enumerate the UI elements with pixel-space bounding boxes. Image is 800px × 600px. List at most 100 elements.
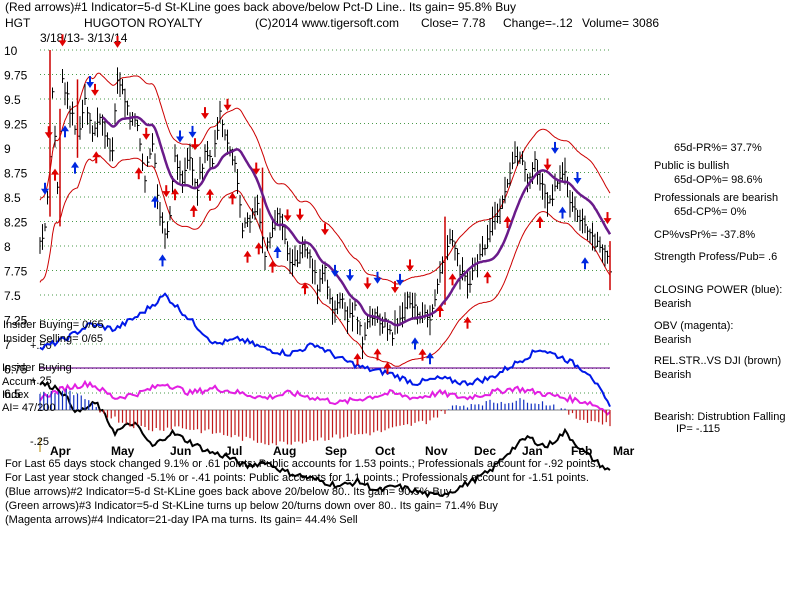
y-tick-label: 9.5: [4, 93, 21, 107]
blue-down-arrow-head: [41, 188, 49, 195]
blue-down-arrow-head: [188, 131, 197, 138]
red-down-arrow-head: [201, 113, 209, 120]
y-tick-label: 8: [4, 240, 11, 254]
pr-percent: 65d-PR%= 37.7%: [674, 142, 762, 154]
red-up-arrow-head: [483, 271, 492, 278]
ma-line: [101, 115, 612, 327]
distribution-status: Bearish: Distrubtion Falling: [654, 411, 786, 423]
price-bars: [39, 50, 612, 360]
relative-strength-line: [39, 380, 611, 499]
red-up-arrow-head: [436, 305, 444, 312]
ip-value: IP= -.115: [676, 423, 721, 435]
obv-line: [39, 379, 611, 416]
blue-down-arrow-head: [573, 178, 582, 185]
obv-path: [39, 379, 611, 416]
red-down-arrow-head: [296, 214, 304, 221]
accum-label: Accum: [2, 376, 36, 388]
x-tick-label: May: [111, 444, 135, 458]
red-up-arrow-head: [373, 348, 382, 355]
x-tick-label: Jul: [225, 444, 242, 458]
closing-power-label: CLOSING POWER (blue):: [654, 284, 783, 296]
red-down-arrow-head: [391, 287, 399, 294]
signal-arrows: [41, 34, 612, 374]
red-up-arrow-head: [463, 316, 472, 323]
cp-vs-pr: CP%vsPr%= -37.8%: [654, 229, 756, 241]
blue-down-arrow-head: [551, 147, 559, 154]
red-up-arrow-head: [254, 242, 263, 249]
blue-up-arrow-head: [426, 352, 434, 359]
red-up-arrow-head: [228, 192, 237, 199]
footer-green-arrows: (Green arrows)#3 Indicator=5-d St-KLine …: [5, 500, 498, 512]
red-up-arrow-head: [383, 361, 392, 368]
upper-band: [39, 72, 611, 285]
blue-down-arrow-head: [86, 82, 94, 89]
blue-down-arrow-head: [396, 279, 404, 286]
red-up-arrow-head: [268, 260, 277, 267]
y-tick-label: 8.5: [4, 191, 21, 205]
accumulation-index-bars: [39, 388, 611, 446]
red-up-arrow-head: [92, 151, 101, 158]
red-up-arrow-head: [51, 168, 59, 175]
blue-up-arrow-head: [61, 125, 69, 132]
x-tick-label: Dec: [474, 444, 496, 458]
red-down-arrow-head: [91, 89, 99, 96]
y-tick-label: 10: [4, 44, 18, 58]
red-up-arrow-head: [134, 167, 143, 174]
y-axis-ticks: 10 9.75 9.5 9.25 9 8.75 8.5 8.25 8 7.75 7.5 7.25 7 6.…: [4, 44, 52, 448]
red-down-arrow-head: [142, 133, 151, 140]
close-price: Close= 7.78: [421, 16, 486, 30]
blue-down-arrow-head: [331, 270, 339, 277]
indicator-1-legend: (Red arrows)#1 Indicator=5-d St-KLine go…: [5, 0, 516, 14]
red-up-arrow-head: [206, 188, 214, 195]
red-down-arrow-head: [162, 191, 171, 198]
blue-down-arrow-head: [346, 275, 354, 282]
red-down-arrow-head: [58, 40, 67, 47]
blue-down-arrow-head: [373, 277, 382, 284]
y-tick-label: 9: [4, 142, 11, 156]
red-down-arrow-head: [191, 144, 199, 151]
insider-selling-count: Insider Selling= 0/65: [3, 333, 103, 345]
accum-tick-label: -.25: [30, 436, 49, 448]
bollinger-bands: [39, 72, 611, 367]
blue-up-arrow-head: [581, 257, 589, 264]
y-tick-label: 6.5: [4, 387, 21, 401]
strength-ratio: Strength Profess/Pub= .6: [654, 251, 778, 263]
blue-down-arrow-head: [176, 136, 184, 143]
moving-average: [101, 115, 612, 327]
red-down-arrow-head: [283, 215, 292, 222]
red-down-arrow-head: [113, 41, 122, 48]
x-tick-label: Sep: [325, 444, 347, 458]
y-tick-label: 8.25: [4, 216, 28, 230]
x-tick-label: Feb: [571, 444, 592, 458]
footer-blue-arrows: (Blue arrows)#2 Indicator=5-d St-KLine g…: [5, 486, 452, 498]
red-down-arrow-head: [252, 168, 261, 175]
red-down-arrow-head: [321, 229, 329, 236]
y-tick-label: 7: [4, 338, 11, 352]
red-down-arrow-head: [406, 265, 414, 272]
red-up-arrow-head: [243, 250, 252, 257]
ai-value: AI= 47/200: [2, 402, 56, 414]
red-up-arrow-head: [171, 188, 179, 195]
closing-power-line: [39, 292, 611, 408]
x-tick-label: Jun: [170, 444, 191, 458]
red-down-arrow-head: [223, 104, 232, 111]
rel-strength-label: REL.STR..VS DJI (brown): [654, 355, 782, 367]
insider-buying-label: Insider Buying: [2, 362, 72, 374]
footer-year: For Last year stock changed -5.1% or -.4…: [5, 472, 589, 484]
company-name: HUGOTON ROYALTY: [84, 16, 203, 30]
price-change: Change=-.12: [503, 16, 573, 30]
blue-up-arrow-head: [151, 195, 159, 202]
blue-up-arrow-head: [558, 206, 567, 213]
red-down-arrow-head: [44, 132, 53, 139]
footer-magenta-arrows: (Magenta arrows)#4 Indicator=21-day IPA …: [5, 514, 358, 526]
y-tick-label: 6.75: [4, 363, 28, 377]
red-up-arrow-head: [536, 215, 544, 222]
op-percent: 65d-OP%= 98.6%: [674, 174, 763, 186]
rel-strength-path: [39, 380, 611, 499]
accum-tick-label: +.50: [30, 340, 52, 352]
y-tick-label: 7.75: [4, 265, 28, 279]
x-tick-label: Mar: [613, 444, 635, 458]
red-up-arrow-head: [353, 353, 362, 360]
y-tick-label: 7.25: [4, 314, 28, 328]
